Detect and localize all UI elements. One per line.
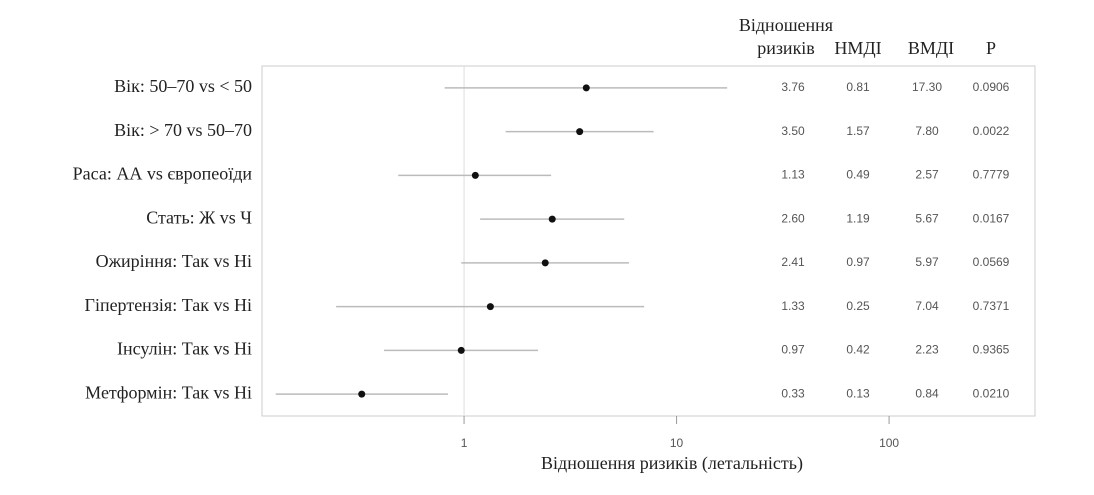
x-tick-label: 10 <box>670 436 684 450</box>
point <box>582 84 590 92</box>
table-value: 2.23 <box>915 343 939 357</box>
x-axis-label: Відношення ризиків (летальність) <box>541 453 803 474</box>
row-label: Стать: Ж vs Ч <box>146 207 252 227</box>
row-label: Метформін: Так vs Ні <box>85 382 252 402</box>
row-label: Вік: > 70 vs 50–70 <box>114 120 252 140</box>
table-value: 0.9365 <box>973 343 1010 357</box>
table-value: 2.41 <box>781 255 805 269</box>
table-value: 0.25 <box>846 299 870 313</box>
row-label: Гіпертензія: Так vs Ні <box>85 295 252 315</box>
table-value: 0.0569 <box>973 255 1010 269</box>
table-value: 3.76 <box>781 80 805 94</box>
x-tick-label: 1 <box>461 436 468 450</box>
table-value: 17.30 <box>912 80 942 94</box>
column-header: НМДІ <box>834 38 881 58</box>
row-label: Інсулін: Так vs Ні <box>117 339 252 359</box>
point <box>576 128 584 136</box>
table-value: 0.0906 <box>973 80 1010 94</box>
table-value: 1.13 <box>781 168 805 182</box>
table-value: 0.7371 <box>973 299 1010 313</box>
column-header: Відношення ризиків <box>738 15 834 58</box>
row-label: Ожиріння: Так vs Ні <box>96 251 252 271</box>
plot-frame <box>261 65 1036 417</box>
table-value: 0.0022 <box>973 124 1010 138</box>
table-value: 0.42 <box>846 343 870 357</box>
column-header: ВМДІ <box>908 38 954 58</box>
column-header: P <box>986 38 996 58</box>
point <box>471 171 479 179</box>
table-value: 7.80 <box>915 124 939 138</box>
point <box>541 259 549 267</box>
table-value: 1.57 <box>846 124 870 138</box>
table-value: 0.13 <box>846 386 870 400</box>
table-value: 1.33 <box>781 299 805 313</box>
point <box>457 346 465 354</box>
point <box>548 215 556 223</box>
x-tick-label: 100 <box>879 436 899 450</box>
table-value: 0.97 <box>781 343 805 357</box>
row-label: Вік: 50–70 vs < 50 <box>114 76 252 96</box>
table-value: 5.97 <box>915 255 939 269</box>
table-value: 0.33 <box>781 386 805 400</box>
table-value: 0.49 <box>846 168 870 182</box>
table-value: 2.57 <box>915 168 939 182</box>
table-value: 0.0210 <box>973 386 1010 400</box>
table-value: 0.84 <box>915 386 939 400</box>
table-value: 0.7779 <box>973 168 1010 182</box>
table-value: 1.19 <box>846 211 870 225</box>
table-value: 5.67 <box>915 211 939 225</box>
point <box>358 390 366 398</box>
table-value: 0.97 <box>846 255 870 269</box>
table-value: 3.50 <box>781 124 805 138</box>
table-value: 0.0167 <box>973 211 1010 225</box>
table-value: 7.04 <box>915 299 939 313</box>
table-value: 2.60 <box>781 211 805 225</box>
point <box>486 303 494 311</box>
row-label: Раса: АА vs європеоїди <box>73 164 253 184</box>
table-value: 0.81 <box>846 80 870 94</box>
